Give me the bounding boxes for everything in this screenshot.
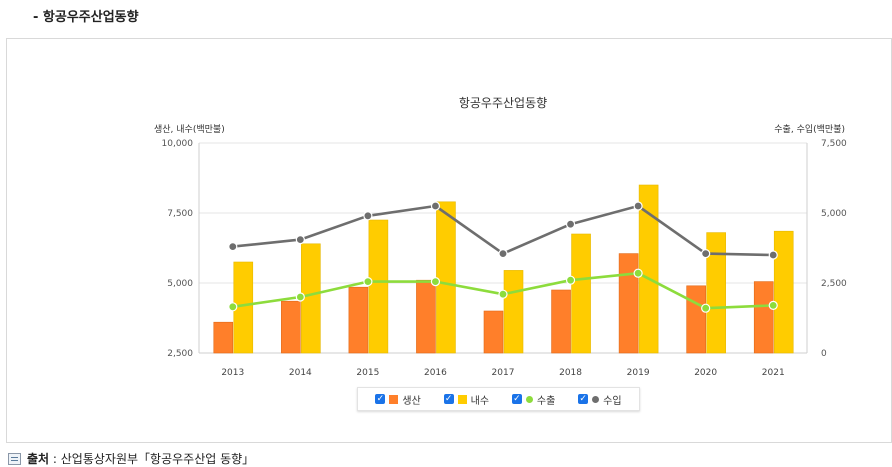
- point-import: [363, 211, 373, 221]
- bar-production: [483, 310, 504, 354]
- x-tick-label: 2015: [356, 368, 379, 378]
- y-tick-label-right: 7,500: [821, 139, 847, 149]
- x-tick-label: 2013: [221, 368, 244, 378]
- y-tick-label-right: 0: [821, 349, 827, 359]
- bar-production: [348, 286, 369, 354]
- source-text: : 산업통상자원부「항공우주산업 동향」: [49, 452, 255, 466]
- x-tick-label: 2020: [694, 368, 717, 378]
- y-tick-label-left: 2,500: [167, 349, 193, 359]
- legend-swatch-import: [592, 395, 600, 403]
- source-note: 출처 : 산업통상자원부「항공우주산업 동향」: [8, 450, 254, 467]
- checkbox-checked-icon[interactable]: ✓: [578, 394, 589, 404]
- legend-swatch-export: [525, 395, 533, 403]
- chart-legend: ✓ 생산 ✓ 내수 ✓ 수출 ✓ 수입: [357, 387, 640, 411]
- x-tick-label: 2018: [559, 368, 582, 378]
- point-export: [295, 292, 305, 302]
- point-import: [565, 219, 576, 229]
- x-tick-label: 2017: [492, 368, 515, 378]
- legend-item-production[interactable]: ✓ 생산: [375, 392, 421, 407]
- section-title: - 항공우주산업동향: [33, 10, 139, 25]
- x-tick-label: 2019: [627, 368, 650, 378]
- point-export: [430, 277, 441, 287]
- bar-production: [213, 321, 234, 354]
- legend-label-domestic: 내수: [470, 395, 490, 407]
- y-axis-left-title: 생산, 내수(백만불): [154, 124, 225, 135]
- point-export: [768, 300, 778, 310]
- y-axis-right-title: 수출, 수입(백만불): [774, 123, 845, 135]
- x-tick-label: 2016: [424, 368, 447, 378]
- bar-production: [753, 281, 774, 354]
- bar-domestic: [436, 201, 456, 354]
- bar-domestic: [368, 219, 389, 354]
- point-import: [498, 249, 508, 259]
- y-tick-label-right: 5,000: [821, 209, 847, 219]
- document-icon: [8, 452, 21, 465]
- bar-production: [686, 285, 706, 354]
- point-export: [701, 303, 711, 313]
- point-export: [363, 277, 373, 287]
- y-tick-label-left: 5,000: [167, 279, 193, 289]
- legend-item-domestic[interactable]: ✓ 내수: [443, 392, 490, 407]
- point-export: [498, 289, 508, 299]
- bar-production: [551, 289, 571, 354]
- bar-domestic: [773, 230, 794, 354]
- point-export: [228, 302, 238, 312]
- checkbox-checked-icon[interactable]: ✓: [443, 394, 454, 404]
- legend-swatch-domestic: [457, 394, 467, 404]
- source-label: 출처: [27, 452, 50, 466]
- bar-production: [281, 300, 301, 354]
- legend-label-import: 수입: [603, 395, 622, 407]
- y-tick-label-left: 7,500: [167, 209, 193, 219]
- point-import: [701, 249, 711, 259]
- y-tick-label-left: 10,000: [162, 139, 194, 149]
- bar-production: [618, 253, 639, 354]
- point-import: [228, 242, 238, 252]
- point-import: [633, 201, 643, 211]
- point-import: [768, 250, 778, 260]
- bar-production: [416, 279, 436, 354]
- bar-domestic: [571, 233, 591, 354]
- point-export: [633, 268, 643, 278]
- x-tick-label: 2014: [289, 368, 312, 378]
- legend-item-import[interactable]: ✓ 수입: [578, 392, 622, 407]
- y-tick-label-right: 2,500: [821, 279, 847, 289]
- point-import: [295, 235, 305, 245]
- legend-item-export[interactable]: ✓ 수출: [511, 392, 556, 407]
- bar-domestic: [706, 232, 726, 354]
- chart-title: 항공우주산업동향: [459, 96, 547, 110]
- legend-label-production: 생산: [402, 395, 421, 407]
- x-tick-label: 2021: [762, 368, 785, 378]
- checkbox-checked-icon[interactable]: ✓: [511, 394, 522, 404]
- bar-domestic: [503, 270, 524, 354]
- point-import: [430, 201, 441, 211]
- checkbox-checked-icon[interactable]: ✓: [375, 394, 386, 404]
- point-export: [565, 275, 576, 285]
- legend-label-export: 수출: [536, 395, 556, 407]
- legend-swatch-production: [389, 394, 399, 404]
